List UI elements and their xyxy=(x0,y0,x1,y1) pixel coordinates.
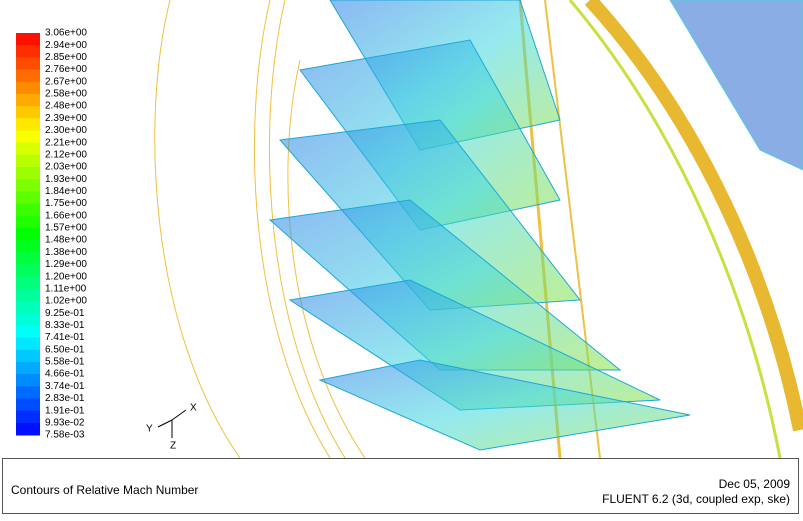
plot-date: Dec 05, 2009 xyxy=(718,477,790,491)
colorbar-band xyxy=(16,227,40,241)
footer: Contours of Relative Mach Number Dec 05,… xyxy=(2,458,799,514)
axis-label: Z xyxy=(170,441,176,452)
colorbar-label: 2.39e+00 xyxy=(45,113,87,124)
solver-info: FLUENT 6.2 (3d, coupled exp, ske) xyxy=(602,492,790,506)
colorbar-band xyxy=(16,349,40,363)
colorbar-label: 2.12e+00 xyxy=(45,149,87,160)
colorbar-label: 7.41e-01 xyxy=(45,332,85,343)
colorbar-label: 2.48e+00 xyxy=(45,101,87,112)
colorbar-label: 5.58e-01 xyxy=(45,357,85,368)
colorbar-label: 1.11e+00 xyxy=(45,283,87,294)
colorbar-label: 1.29e+00 xyxy=(45,259,87,270)
colorbar-label: 2.76e+00 xyxy=(45,64,87,75)
colorbar-label: 1.93e+00 xyxy=(45,174,87,185)
colorbar-label: 1.38e+00 xyxy=(45,247,87,258)
colorbar-label: 2.21e+00 xyxy=(45,137,87,148)
colorbar-band xyxy=(16,93,40,107)
colorbar-band xyxy=(16,191,40,205)
colorbar-band xyxy=(16,374,40,387)
colorbar-band xyxy=(16,106,40,119)
axis-label: Y xyxy=(146,424,153,435)
colorbar-band xyxy=(16,313,40,326)
colorbar-band xyxy=(16,81,40,95)
colorbar-label: 3.74e-01 xyxy=(45,381,85,392)
colorbar-band xyxy=(16,57,40,71)
colorbar-label: 2.58e+00 xyxy=(45,89,87,100)
colorbar-band xyxy=(16,337,40,351)
contour-plot: 3.06e+002.94e+002.85e+002.76e+002.67e+00… xyxy=(16,0,803,458)
colorbar-band xyxy=(16,398,40,412)
colorbar-label: 1.48e+00 xyxy=(45,235,87,246)
colorbar-label: 1.75e+00 xyxy=(45,198,87,209)
colorbar-label: 1.91e-01 xyxy=(45,405,85,416)
colorbar-band xyxy=(16,386,40,399)
colorbar-band xyxy=(16,33,40,46)
colorbar-band xyxy=(16,118,40,131)
colorbar-band xyxy=(16,240,40,253)
colorbar-band xyxy=(16,130,40,144)
colorbar-label: 8.33e-01 xyxy=(45,320,85,331)
colorbar-band xyxy=(16,410,40,424)
colorbar-band xyxy=(16,422,40,436)
colorbar-label: 1.66e+00 xyxy=(45,210,87,221)
colorbar-band xyxy=(16,167,40,180)
colorbar-band xyxy=(16,142,40,156)
colorbar-band xyxy=(16,325,40,339)
colorbar-label: 1.20e+00 xyxy=(45,271,87,282)
colorbar-band xyxy=(16,154,40,168)
blades xyxy=(268,0,803,451)
colorbar-band xyxy=(16,69,40,83)
colorbar-label: 2.30e+00 xyxy=(45,125,87,136)
colorbar-band xyxy=(16,288,40,302)
colorbar-label: 1.02e+00 xyxy=(45,296,87,307)
colorbar-label: 4.66e-01 xyxy=(45,369,85,380)
colorbar-band xyxy=(16,264,40,278)
colorbar-band xyxy=(16,45,40,58)
colorbar-band xyxy=(16,301,40,314)
colorbar-band xyxy=(16,252,40,265)
colorbar-label: 2.03e+00 xyxy=(45,162,87,173)
axis-label: X xyxy=(190,403,197,414)
colorbar-label: 2.83e-01 xyxy=(45,393,85,404)
colorbar-band xyxy=(16,276,40,290)
colorbar-label: 6.50e-01 xyxy=(45,344,85,355)
colorbar-label: 1.84e+00 xyxy=(45,186,87,197)
colorbar-band xyxy=(16,215,40,229)
colorbar-label: 9.25e-01 xyxy=(45,308,85,319)
colorbar: 3.06e+002.94e+002.85e+002.76e+002.67e+00… xyxy=(16,28,87,441)
colorbar-band xyxy=(16,203,40,217)
axis-triad: X Y Z xyxy=(146,403,197,452)
colorbar-label: 9.93e-02 xyxy=(45,417,85,428)
colorbar-band xyxy=(16,179,40,192)
colorbar-label: 2.67e+00 xyxy=(45,76,87,87)
colorbar-label: 7.58e-03 xyxy=(45,430,85,441)
colorbar-label: 1.57e+00 xyxy=(45,223,87,234)
colorbar-label: 2.85e+00 xyxy=(45,52,87,63)
plot-title: Contours of Relative Mach Number xyxy=(11,483,199,497)
colorbar-band xyxy=(16,361,40,375)
colorbar-label: 2.94e+00 xyxy=(45,40,87,51)
colorbar-label: 3.06e+00 xyxy=(45,28,87,39)
